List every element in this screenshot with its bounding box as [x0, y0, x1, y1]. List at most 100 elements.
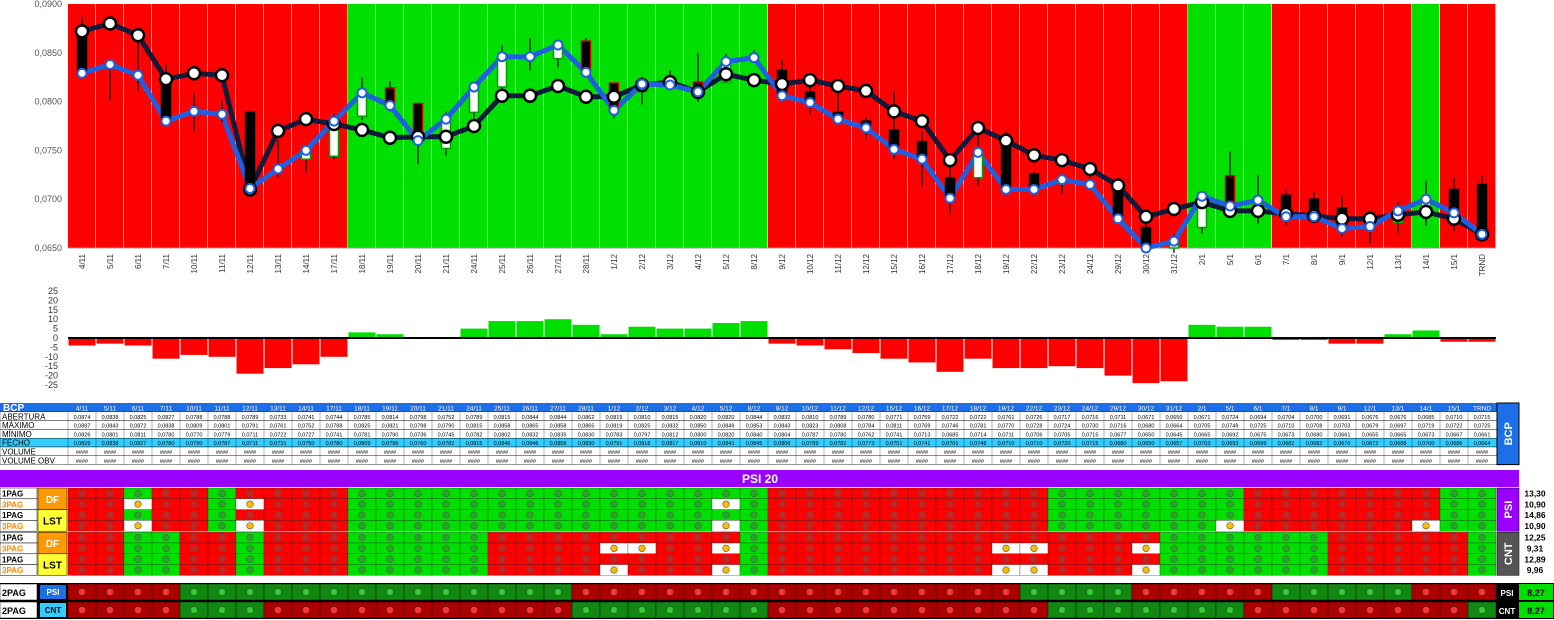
- signal-dot: [78, 555, 86, 563]
- table-date: 10/11: [186, 406, 202, 413]
- signal-dot: [1394, 500, 1402, 508]
- table-cell: 0,0845: [746, 441, 763, 447]
- signal-dot: [526, 533, 534, 542]
- x-tick-label: 19/11: [386, 253, 395, 273]
- close-point: [160, 115, 172, 127]
- signal-dot: [750, 489, 758, 498]
- signal-dot: [890, 533, 898, 542]
- signal-dot: [1478, 511, 1486, 519]
- signal-dot: [78, 544, 86, 553]
- table-cell: 0,0665: [1390, 432, 1407, 438]
- pag2-dot: [918, 588, 926, 596]
- table-cell: 0,0655: [1362, 432, 1379, 438]
- pag2-side-tag: CNT: [1499, 607, 1516, 616]
- close-point: [496, 51, 508, 63]
- signal-dot: [638, 555, 646, 563]
- x-tick-label: 24/11: [470, 253, 479, 273]
- bg-column: [824, 4, 852, 248]
- bg-column: [768, 4, 796, 248]
- x-tick-label: TRND: [1478, 254, 1487, 276]
- signal-dot: [1114, 511, 1122, 519]
- table-cell: 0,0787: [214, 441, 231, 447]
- pag2-side-bg: [1497, 584, 1517, 600]
- signal-dot: [190, 544, 198, 553]
- signal-dot: [638, 522, 646, 530]
- signal-dot: [162, 566, 170, 574]
- table-header-bg: [0, 403, 1500, 412]
- signal-dot: [1170, 489, 1178, 498]
- signal-dot: [1170, 533, 1178, 542]
- table-date: 24/12: [1082, 406, 1099, 413]
- signal-dot: [78, 533, 86, 542]
- signal-dot: [414, 555, 422, 563]
- signal-dot: [386, 500, 394, 508]
- signal-dot: [330, 555, 338, 563]
- table-cell: 0,0708: [1306, 424, 1323, 430]
- table-cell: 0,0887: [74, 424, 91, 430]
- table-cell: 0,0673: [1418, 432, 1435, 438]
- signal-dot: [554, 489, 562, 498]
- table-cell: 0,0780: [830, 432, 847, 438]
- signal-dot: [778, 489, 786, 498]
- x-tick-label: 8/1: [1310, 253, 1319, 265]
- table-cell: 0,0682: [1278, 441, 1295, 447]
- signal-dot: [1086, 555, 1094, 563]
- bar: [740, 321, 768, 338]
- table-date: 7/1: [1281, 406, 1290, 413]
- signal-dot: [582, 500, 590, 508]
- psi20-banner-bg: [0, 470, 1519, 487]
- pag2-dot: [1254, 606, 1262, 614]
- signal-value: 12,25: [1524, 533, 1546, 543]
- pag2-dot: [1030, 588, 1038, 596]
- pag2-dot: [1002, 588, 1010, 596]
- table-cell: ####: [860, 450, 873, 456]
- bar: [880, 338, 908, 359]
- signal-dot: [1114, 522, 1122, 530]
- signal-dot: [1310, 555, 1318, 563]
- bar: [1160, 338, 1188, 382]
- table-date: 31/12: [1166, 406, 1183, 413]
- x-tick-label: 5/12: [722, 253, 731, 269]
- close-point: [1056, 174, 1068, 186]
- signal-dot: [1058, 533, 1066, 542]
- x-tick-label: 10/11: [190, 253, 199, 273]
- bar: [1076, 338, 1104, 369]
- signal-dot: [778, 566, 786, 574]
- table-cell: 0,0782: [466, 432, 483, 438]
- ma-point: [270, 123, 286, 139]
- table-date: 18/11: [354, 406, 370, 413]
- table-cell: ####: [524, 459, 537, 465]
- pag2-dot: [834, 606, 842, 614]
- signal-dot: [246, 511, 254, 519]
- ma-point: [942, 152, 958, 168]
- signal-dot: [890, 544, 898, 553]
- table-cell: 0,0724: [1054, 424, 1071, 430]
- signal-dot: [1282, 566, 1290, 574]
- table-date: 5/11: [104, 406, 117, 413]
- ma-point: [1138, 209, 1154, 225]
- table-cell: 0,0815: [466, 424, 483, 430]
- signal-dot: [1142, 566, 1150, 574]
- table-cell: 0,0788: [186, 415, 203, 421]
- table-cell: ####: [524, 450, 537, 456]
- signal-dot: [498, 566, 506, 574]
- close-point: [748, 52, 760, 64]
- table-cell: 0,0844: [746, 415, 763, 421]
- signal-dot: [1030, 489, 1038, 498]
- table-cell: 0,0676: [1390, 415, 1407, 421]
- pag2-dot: [862, 606, 870, 614]
- signal-dot: [526, 489, 534, 498]
- signal-dot: [1366, 511, 1374, 519]
- signal-dot: [722, 522, 730, 530]
- close-point: [104, 59, 116, 71]
- bg-column: [600, 4, 628, 248]
- table-cell: ####: [216, 459, 229, 465]
- table-cell: ####: [916, 459, 929, 465]
- table-cell: 0,0781: [970, 424, 987, 430]
- signal-dot: [666, 500, 674, 508]
- bar: [992, 338, 1020, 369]
- signal-dot: [1058, 511, 1066, 519]
- table-date: 5/1: [1225, 406, 1234, 413]
- table-cell: 0,0700: [1306, 415, 1323, 421]
- ma-point: [886, 104, 902, 119]
